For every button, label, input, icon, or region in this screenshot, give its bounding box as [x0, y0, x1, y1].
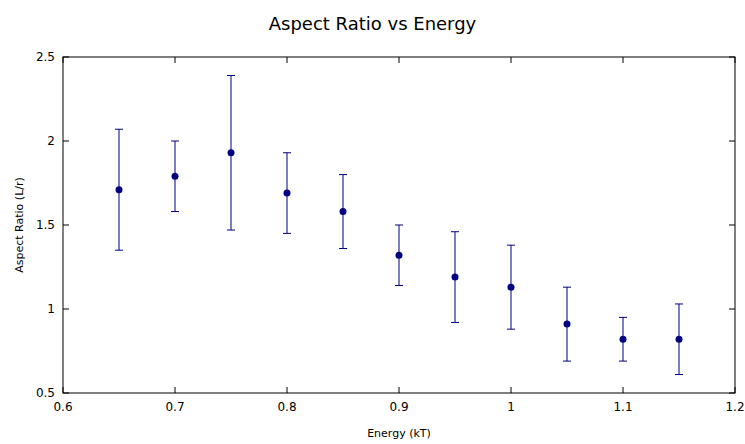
- x-tick-mirror: [175, 57, 176, 63]
- data-point: [676, 336, 683, 343]
- error-bar: [227, 75, 235, 230]
- error-bar: [339, 175, 347, 249]
- y-tick-mirror: [729, 57, 735, 58]
- x-tick-label: 0.6: [53, 400, 72, 414]
- data-point: [340, 208, 347, 215]
- chart-title: Aspect Ratio vs Energy: [269, 13, 477, 34]
- x-tick-label: 1.1: [613, 400, 632, 414]
- x-tick: [175, 387, 176, 393]
- error-bar: [115, 129, 123, 250]
- error-bar: [451, 232, 459, 323]
- x-tick-label: 0.7: [165, 400, 184, 414]
- data-point: [116, 186, 123, 193]
- x-tick: [623, 387, 624, 393]
- data-point: [620, 336, 627, 343]
- data-point: [508, 284, 515, 291]
- error-bar: [283, 153, 291, 234]
- x-tick: [735, 387, 736, 393]
- y-tick-label: 2: [47, 134, 55, 148]
- chart-container: 0.6 0.7 0.8 0.9 1 1.1 1.2 0.5 1 1.5 2 2.5 Aspect Rat…: [0, 0, 745, 444]
- x-tick-label: 0.8: [277, 400, 296, 414]
- y-tick: [63, 309, 69, 310]
- y-tick-label: 2.5: [36, 50, 55, 64]
- error-bar: [395, 225, 403, 285]
- y-tick: [63, 225, 69, 226]
- data-point: [396, 252, 403, 259]
- chart-svg: 0.6 0.7 0.8 0.9 1 1.1 1.2 0.5 1 1.5 2 2.5 Aspect Rat…: [0, 0, 745, 444]
- x-tick-mirror: [63, 57, 64, 63]
- x-tick-label: 1.2: [725, 400, 744, 414]
- y-tick-mirror: [729, 225, 735, 226]
- y-tick-label: 0.5: [36, 386, 55, 400]
- y-tick-mirror: [729, 393, 735, 394]
- y-tick: [63, 393, 69, 394]
- x-tick-mirror: [399, 57, 400, 63]
- y-tick: [63, 57, 69, 58]
- y-tick-mirror: [729, 309, 735, 310]
- x-tick: [63, 387, 64, 393]
- background: [0, 0, 745, 444]
- plot-frame: [63, 57, 735, 393]
- error-bar: [563, 287, 571, 361]
- x-axis-label: Energy (kT): [367, 427, 431, 440]
- x-tick-mirror: [287, 57, 288, 63]
- y-tick: [63, 141, 69, 142]
- data-point: [228, 149, 235, 156]
- error-bar: [619, 317, 627, 361]
- y-tick-label: 1.5: [36, 218, 55, 232]
- x-tick-mirror: [623, 57, 624, 63]
- data-point: [452, 274, 459, 281]
- x-tick-mirror: [511, 57, 512, 63]
- x-tick-label: 1: [507, 400, 515, 414]
- plot-marks: [115, 75, 683, 374]
- y-tick-label: 1: [47, 302, 55, 316]
- error-bar: [675, 304, 683, 375]
- x-tick: [511, 387, 512, 393]
- y-tick-mirror: [729, 141, 735, 142]
- error-bar: [507, 245, 515, 329]
- error-bar: [171, 141, 179, 212]
- data-point: [172, 173, 179, 180]
- x-tick-label: 0.9: [389, 400, 408, 414]
- y-axis-label: Aspect Ratio (L/r): [13, 177, 26, 273]
- x-tick-mirror: [735, 57, 736, 63]
- data-point: [284, 190, 291, 197]
- x-tick: [287, 387, 288, 393]
- data-point: [564, 321, 571, 328]
- x-tick: [399, 387, 400, 393]
